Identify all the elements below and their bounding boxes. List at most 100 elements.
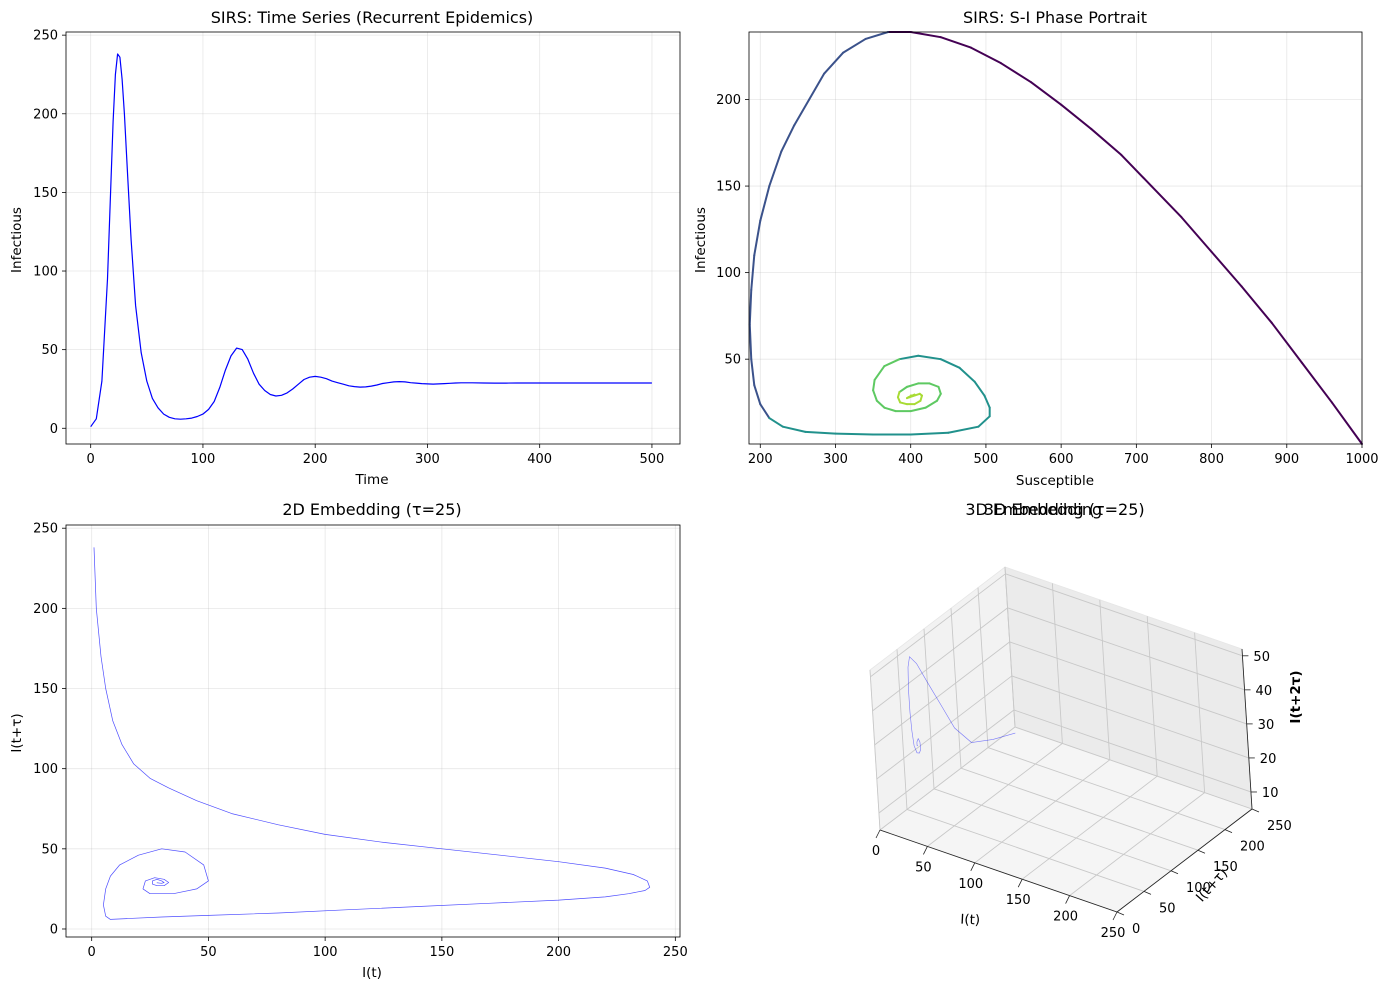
trajectory-segment — [936, 392, 942, 402]
data-line — [907, 656, 1016, 754]
time-series-panel: SIRS: Time Series (Recurrent Epidemics) … — [9, 8, 681, 488]
trajectory-segment — [1030, 81, 1063, 106]
x-tick-label: 200 — [748, 452, 773, 467]
trajectory-segment — [753, 219, 762, 257]
y-tick-label: 250 — [33, 522, 58, 537]
chart-title: SIRS: S-I Phase Portrait — [963, 8, 1147, 27]
y-tick — [1170, 870, 1179, 875]
y-tick-label: 0 — [50, 422, 58, 437]
x-tick-label: 200 — [1053, 910, 1078, 925]
grid-3d — [1146, 616, 1158, 777]
grid-3d — [1004, 566, 1016, 728]
axes-frame — [748, 31, 1363, 445]
chart-title: 2D Embedding (τ=25) — [282, 500, 461, 519]
trajectory-segment — [872, 389, 878, 402]
trajectory-segment — [872, 378, 876, 392]
x-tick-label: 100 — [313, 945, 338, 960]
x-tick — [970, 862, 976, 871]
x-tick-label: 100 — [958, 877, 983, 892]
grid-3d — [933, 788, 1172, 872]
y-axis-label: Infectious — [9, 207, 25, 273]
trajectory-segment — [917, 354, 942, 361]
y-tick — [1143, 891, 1152, 895]
trajectory-segment — [883, 358, 901, 368]
trajectory-segment — [864, 31, 890, 40]
grid-3d — [896, 649, 908, 810]
trajectory-segment — [768, 150, 783, 188]
embedding-2d-panel: 2D Embedding (τ=25) I(t) I(t+τ) 0 50 100 15… — [9, 500, 688, 981]
grid-3d — [923, 628, 935, 789]
trajectory-segment — [909, 431, 950, 436]
grid-3d — [977, 587, 989, 748]
y-tick-label: 150 — [33, 682, 58, 697]
x-axis-label: Susceptible — [1016, 473, 1094, 489]
x-tick-label: 100 — [191, 452, 216, 467]
trajectory-segment — [909, 406, 927, 413]
x-tick — [1017, 879, 1023, 888]
y-tick — [1224, 829, 1233, 833]
grid-3d — [906, 808, 1145, 892]
chart-title: 3D Embedding (τ=25) — [965, 500, 1144, 519]
trajectory-segment — [883, 406, 897, 413]
x-tick — [1065, 895, 1070, 904]
trajectory-segment — [905, 382, 920, 388]
y-tick-label: 200 — [33, 107, 58, 122]
trajectory-segment — [977, 415, 991, 428]
chart-title: SIRS: Time Series (Recurrent Epidemics) — [211, 8, 534, 27]
grid-3d — [987, 747, 1226, 831]
trajectory-segment — [793, 98, 811, 127]
grid-3d — [878, 709, 1015, 814]
grid-3d — [950, 608, 962, 769]
grid-3d — [870, 573, 1006, 678]
x-tick — [923, 846, 928, 855]
grid-3d — [1051, 583, 1063, 744]
y-tick-label: 100 — [33, 762, 58, 777]
y-axis-label: Infectious — [693, 207, 709, 273]
trajectory-segment — [973, 380, 986, 397]
y-tick-label: 150 — [716, 180, 741, 195]
y-tick — [1116, 911, 1125, 916]
z-tick-label: 20 — [1260, 752, 1277, 767]
z-axis-label: I(t+2τ) — [1288, 670, 1304, 723]
trajectory-segment — [875, 399, 886, 409]
z-tick-label: 10 — [1262, 786, 1279, 801]
grid-3d — [960, 767, 1199, 851]
grid-3d — [876, 675, 1013, 780]
axis-line-3d — [1116, 808, 1253, 913]
x-tick-label: 150 — [429, 945, 454, 960]
axes-frame — [65, 31, 681, 445]
y-tick-label: 50 — [724, 353, 741, 368]
trajectory-segment — [947, 425, 980, 434]
axis-line-3d — [1241, 648, 1253, 810]
y-tick-label: 150 — [1213, 860, 1238, 875]
grid-3d — [1009, 641, 1247, 725]
y-tick-label: 0 — [50, 922, 58, 937]
trajectory-segment — [937, 385, 942, 395]
x-tick-label: 0 — [87, 452, 95, 467]
trajectory-segment — [898, 385, 908, 394]
y-tick — [1197, 849, 1206, 854]
x-tick-label: 500 — [640, 452, 665, 467]
grid-3d — [869, 669, 881, 831]
trajectory-segment — [834, 432, 875, 436]
trajectory-segment — [750, 358, 756, 387]
x-axis-label: I(t) — [960, 911, 981, 928]
trajectory-segment — [969, 46, 1002, 65]
trajectory-segment — [781, 425, 807, 433]
y-tick-label: 150 — [33, 186, 58, 201]
y-tick-label: 200 — [33, 602, 58, 617]
y-tick-label: 100 — [1186, 881, 1211, 896]
grid-3d — [1021, 775, 1158, 880]
y-tick-label: 0 — [1132, 922, 1140, 937]
x-tick-label: 250 — [1101, 926, 1126, 941]
trajectory-segment — [909, 31, 942, 39]
trajectory-segment — [759, 185, 771, 222]
data-line — [90, 53, 652, 428]
x-tick-label: 200 — [546, 945, 571, 960]
trajectory-segment — [768, 417, 784, 428]
trajectory-segment — [873, 365, 886, 381]
trajectory-segment — [1150, 185, 1183, 219]
x-tick-label: 1000 — [1345, 452, 1378, 467]
trajectory-segment — [780, 124, 796, 153]
